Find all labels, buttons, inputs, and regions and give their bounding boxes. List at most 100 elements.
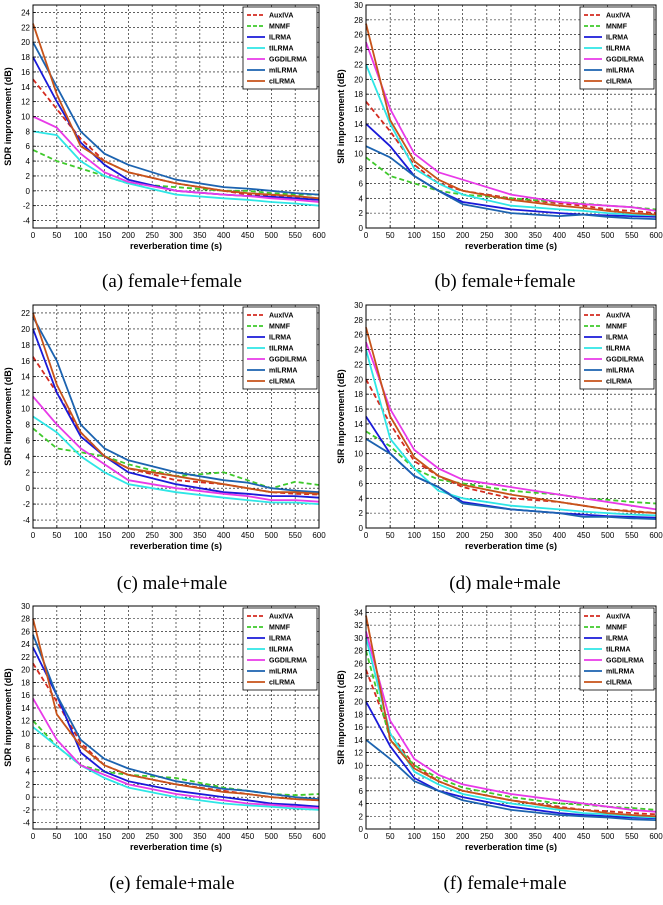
- y-tick-label: 2: [26, 172, 31, 181]
- legend: AuxIVA MNMF ILRMA tILRMA GGDILRMA mILRMA cILRM…: [579, 6, 655, 90]
- x-tick-label: 350: [193, 832, 207, 841]
- x-tick-label: 200: [456, 832, 470, 841]
- y-tick-label: 4: [26, 452, 31, 461]
- legend-entry: AuxIVA: [606, 313, 630, 320]
- series-line-tilrma: [32, 726, 320, 811]
- y-tick-label: 14: [21, 83, 30, 92]
- y-tick-label: 18: [21, 341, 30, 350]
- x-tick-label: 300: [169, 231, 183, 240]
- legend-entry: MNMF: [606, 24, 628, 31]
- y-tick-label: 6: [359, 179, 364, 188]
- y-tick-label: 10: [354, 450, 363, 459]
- series-line-milrma: [32, 41, 320, 196]
- x-tick-label: 300: [504, 531, 518, 540]
- x-tick-label: 550: [625, 531, 639, 540]
- y-tick-label: 2: [26, 468, 31, 477]
- series-line-milrma: [365, 739, 657, 821]
- x-tick-label: 600: [312, 832, 326, 841]
- x-tick-label: 100: [74, 231, 88, 240]
- panel-caption: (a) female+female: [102, 271, 242, 292]
- x-tick-label: 550: [288, 231, 302, 240]
- y-tick-label: 20: [21, 325, 30, 334]
- y-tick-label: 6: [359, 479, 364, 488]
- y-tick-label: 2: [359, 812, 364, 821]
- series-line-milrma: [365, 438, 657, 520]
- y-tick-label: -4: [23, 217, 31, 226]
- y-tick-label: 4: [359, 800, 364, 809]
- chart-panel: 0 50 100 150 200 250 300 350 400 450 500 550 600-4-2…: [3, 602, 326, 894]
- y-tick-label: 22: [354, 60, 363, 69]
- legend: AuxIVA MNMF ILRMA tILRMA GGDILRMA mILRMA cILRM…: [579, 607, 655, 691]
- series-line-mnmf: [32, 149, 319, 196]
- y-tick-label: 20: [21, 666, 30, 675]
- y-tick-label: 10: [21, 113, 30, 122]
- y-tick-label: 16: [21, 68, 30, 77]
- y-tick-label: 26: [21, 627, 30, 636]
- x-tick-label: 350: [193, 231, 207, 240]
- panel-caption: (e) female+male: [109, 873, 234, 894]
- legend-entry: MNMF: [269, 324, 291, 331]
- y-tick-label: 26: [354, 331, 363, 340]
- legend-entry: cILRMA: [269, 680, 295, 687]
- x-tick-label: 250: [480, 231, 494, 240]
- series-line-auxiva: [32, 662, 320, 802]
- x-tick-label: 450: [241, 531, 255, 540]
- x-tick-label: 600: [312, 231, 326, 240]
- x-tick-label: 400: [553, 231, 567, 240]
- legend-entry: tILRMA: [606, 346, 631, 353]
- x-tick-label: 350: [528, 832, 542, 841]
- legend-entry: mILRMA: [269, 68, 297, 75]
- legend-entry: tILRMA: [269, 346, 294, 353]
- x-tick-label: 500: [601, 531, 615, 540]
- x-tick-label: 300: [169, 531, 183, 540]
- x-tick-label: 350: [193, 531, 207, 540]
- series-line-cilrma: [32, 23, 320, 200]
- x-tick-label: 550: [288, 531, 302, 540]
- x-tick-label: 150: [432, 231, 446, 240]
- y-tick-label: 30: [354, 1, 363, 10]
- x-tick-label: 350: [528, 231, 542, 240]
- x-axis-label: reverberation time (s): [130, 842, 222, 852]
- y-tick-label: 12: [354, 435, 363, 444]
- x-tick-label: 500: [601, 231, 615, 240]
- y-tick-label: 2: [359, 209, 364, 218]
- y-tick-label: -2: [23, 202, 31, 211]
- x-tick-label: 0: [31, 531, 36, 540]
- y-tick-label: 20: [354, 375, 363, 384]
- series-line-ilrma: [365, 123, 657, 218]
- y-tick-label: 16: [354, 105, 363, 114]
- y-tick-label: 0: [359, 825, 364, 834]
- x-tick-label: 0: [364, 231, 369, 240]
- y-tick-label: 12: [354, 749, 363, 758]
- x-tick-label: 250: [480, 832, 494, 841]
- chart-panel: 0 50 100 150 200 250 300 350 400 450 500 550 600-4-2…: [3, 4, 326, 292]
- x-tick-label: 200: [456, 231, 470, 240]
- y-tick-label: 26: [354, 659, 363, 668]
- y-axis-label: SIR improvement (dB): [336, 670, 346, 765]
- y-tick-label: 28: [354, 647, 363, 656]
- x-tick-label: 600: [312, 531, 326, 540]
- panel-caption: (d) male+male: [449, 573, 560, 594]
- y-tick-label: 24: [21, 640, 30, 649]
- series-line-milrma: [32, 316, 320, 494]
- y-tick-label: 0: [26, 484, 31, 493]
- legend-entry: ILRMA: [269, 35, 291, 42]
- x-tick-label: 450: [577, 531, 591, 540]
- x-tick-label: 550: [625, 231, 639, 240]
- y-tick-label: 18: [21, 678, 30, 687]
- x-tick-label: 250: [145, 231, 159, 240]
- y-axis-label: SDR improvement (dB): [3, 367, 13, 466]
- series-line-cilrma: [32, 618, 320, 802]
- y-tick-label: 28: [354, 16, 363, 25]
- series-line-tilrma: [32, 130, 320, 207]
- legend-entry: GGDILRMA: [606, 357, 644, 364]
- x-tick-label: 50: [386, 531, 395, 540]
- x-tick-label: 450: [241, 231, 255, 240]
- x-tick-label: 550: [288, 832, 302, 841]
- y-tick-label: 4: [359, 494, 364, 503]
- y-tick-label: 12: [21, 717, 30, 726]
- y-tick-label: 22: [21, 309, 30, 318]
- x-tick-label: 400: [217, 231, 231, 240]
- legend-entry: cILRMA: [269, 379, 295, 386]
- series-line-cilrma: [32, 312, 320, 495]
